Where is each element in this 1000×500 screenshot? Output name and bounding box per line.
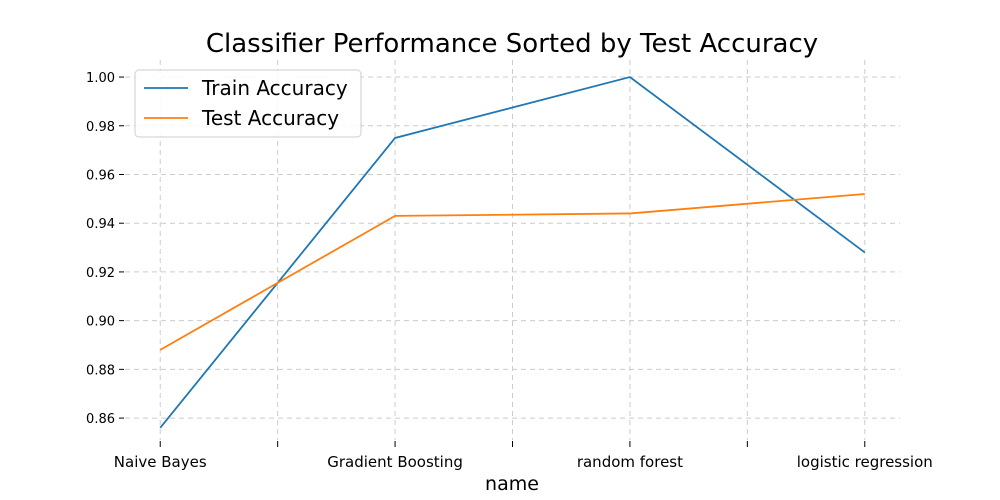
legend-frame (134, 69, 362, 138)
y-tick-label: 0.94 (86, 217, 115, 232)
series-lines (159, 76, 866, 429)
x-tick-label: logistic regression (797, 453, 933, 471)
legend-label: Train Accuracy (201, 76, 348, 100)
y-tick-label: 0.92 (86, 266, 115, 281)
y-tick-label: 0.98 (86, 120, 115, 135)
y-tick-label: 0.88 (86, 363, 115, 378)
legend: Train Accuracy Test Accuracy (134, 69, 362, 138)
y-tick-label: 0.90 (86, 315, 115, 330)
y-axis-ticks: 0.86 0.88 0.90 0.92 0.94 0.96 0.98 1.00 (86, 71, 124, 427)
x-axis-ticks: Naive Bayes Gradient Boosting random fores… (114, 441, 933, 471)
x-axis-label: name (485, 473, 539, 495)
x-tick-label: Gradient Boosting (327, 453, 463, 471)
y-tick-label: 1.00 (86, 71, 115, 86)
legend-label: Test Accuracy (201, 106, 339, 130)
x-tick-label: Naive Bayes (114, 453, 207, 471)
series-line (159, 193, 865, 351)
chart-title: Classifier Performance Sorted by Test Ac… (206, 29, 818, 59)
y-tick-label: 0.86 (86, 412, 115, 427)
y-tick-label: 0.96 (86, 168, 115, 183)
x-tick-label: random forest (577, 453, 683, 471)
